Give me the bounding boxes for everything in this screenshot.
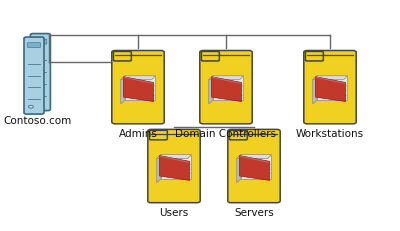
FancyBboxPatch shape (200, 51, 252, 124)
Polygon shape (213, 76, 243, 101)
FancyBboxPatch shape (150, 131, 167, 140)
FancyBboxPatch shape (228, 130, 280, 203)
FancyBboxPatch shape (230, 131, 247, 140)
FancyBboxPatch shape (34, 40, 47, 45)
FancyBboxPatch shape (28, 43, 40, 48)
FancyBboxPatch shape (30, 34, 50, 111)
Polygon shape (157, 155, 161, 183)
Text: Domain Controllers: Domain Controllers (176, 128, 276, 138)
Polygon shape (121, 76, 125, 104)
Circle shape (28, 106, 33, 109)
FancyBboxPatch shape (201, 52, 219, 62)
Polygon shape (125, 76, 155, 101)
Polygon shape (317, 76, 347, 101)
Circle shape (35, 102, 40, 105)
Text: Users: Users (159, 207, 189, 217)
Polygon shape (313, 76, 347, 80)
Polygon shape (160, 156, 190, 181)
Polygon shape (161, 155, 191, 179)
FancyBboxPatch shape (306, 52, 323, 62)
Polygon shape (241, 155, 271, 179)
Polygon shape (209, 76, 213, 104)
Text: Workstations: Workstations (296, 128, 364, 138)
Polygon shape (121, 76, 155, 80)
Polygon shape (212, 77, 242, 102)
FancyBboxPatch shape (114, 52, 131, 62)
Polygon shape (316, 77, 346, 102)
FancyBboxPatch shape (112, 51, 164, 124)
Polygon shape (237, 155, 241, 183)
Polygon shape (237, 155, 271, 159)
Polygon shape (124, 77, 154, 102)
Polygon shape (157, 155, 191, 159)
Polygon shape (209, 76, 243, 80)
Text: Admins: Admins (118, 128, 158, 138)
FancyBboxPatch shape (304, 51, 356, 124)
Text: Contoso.com: Contoso.com (4, 116, 72, 125)
FancyBboxPatch shape (148, 130, 200, 203)
Text: Servers: Servers (234, 207, 274, 217)
FancyBboxPatch shape (24, 38, 44, 115)
Polygon shape (313, 76, 317, 104)
Polygon shape (240, 156, 270, 181)
